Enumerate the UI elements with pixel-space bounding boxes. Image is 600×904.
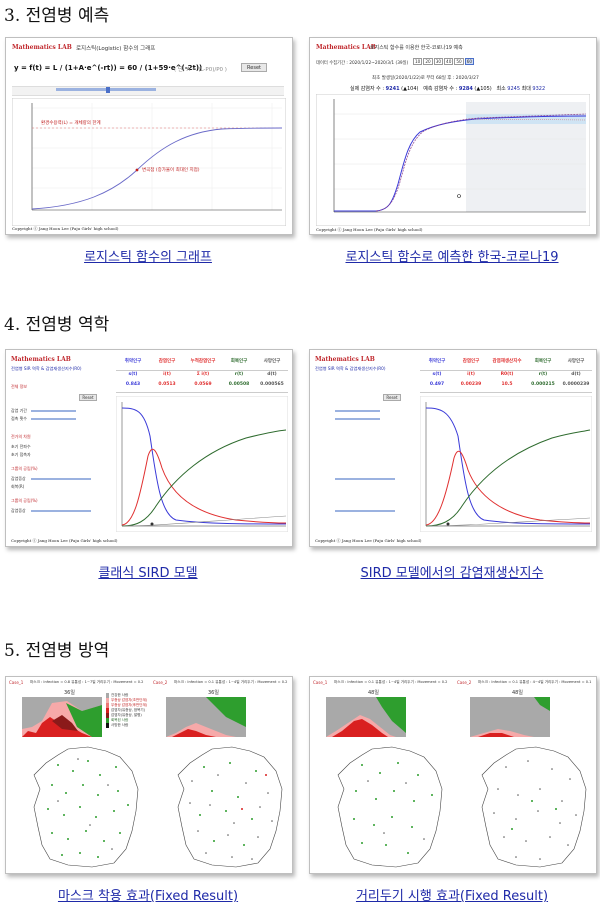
control-panel: Reset <box>313 380 416 530</box>
stats-row: 실제 감염자 수 : 9241 (▲104) 예측 감염자 수 : 9284 (… <box>350 86 546 92</box>
app-logo: Mathematics LAB <box>12 44 72 51</box>
control-panel: 전체 정보 Reset 감염 기간 접촉 횟수 전가의 차원 초기 전파수 초기… <box>9 380 112 530</box>
app-logo: Mathematics LAB <box>316 44 376 51</box>
distancing-card: Case_1 마스크 : Infection = 0.1 유통성 : 1~4일 … <box>309 676 597 874</box>
section-heading-5: 5. 전염병 방역 <box>4 641 110 661</box>
reset-button[interactable]: Reset <box>241 63 267 72</box>
period-label: 데이터 수집기간 : 2020/1/22~2020/3/1 (39일) <box>316 61 409 66</box>
copyright: Copyright ⓒ Jang Hoon Lee (Paju Girls' h… <box>12 226 119 231</box>
symptom-slider[interactable] <box>335 478 395 480</box>
case-params: 마스크 : Infection = 0.1 유통성 : 1~4일 거리두기 : … <box>334 680 448 684</box>
copyright: Copyright ⓒ Jang Hoon Lee (Paju Girls' h… <box>316 227 423 232</box>
range-button-40[interactable]: 40 <box>444 58 454 65</box>
header-row: 취약인구 감염인구 누적감염인구 회복인구 사망인구 <box>116 358 288 371</box>
logistic-card: Mathematics LAB 로지스틱(Logistic) 함수의 그래프 y… <box>5 37 293 235</box>
capacity-label: 환경수용력(L) = 개체량의 한계 <box>41 121 101 126</box>
caption-logistic[interactable]: 로지스틱 함수의 그래프 <box>84 250 212 265</box>
copyright: Copyright ⓒ Jang Hoon Lee (Paju Girls' h… <box>11 538 118 543</box>
range-button-60[interactable]: 60 <box>464 58 475 65</box>
group-slider[interactable] <box>335 510 395 512</box>
day-label: 48일 <box>512 690 523 696</box>
distancing-area-chart-1 <box>326 697 406 737</box>
case-params: 마스크 : Infection = 0.8 유통성 : 1~7일 거리두기 : … <box>30 680 144 684</box>
case-label: Case_2 <box>153 680 168 685</box>
l-slider-handle[interactable] <box>106 87 110 93</box>
actual-value: 9241 <box>385 86 400 92</box>
mask-area-chart-1 <box>22 697 102 737</box>
app-subtitle: 전염병 SIR 역학 & 감염재생산지수(R0) <box>11 366 82 371</box>
symbol-row: s(t) i(t) Σ i(t) r(t) d(t) <box>128 372 277 377</box>
caption-sird-r0[interactable]: SIRD 모델에서의 감염재생산지수 <box>360 566 544 581</box>
distancing-area-chart-2 <box>470 697 550 737</box>
symptom-slider[interactable] <box>31 478 91 480</box>
section-heading-4: 4. 전염병 역학 <box>4 315 110 335</box>
formula-note: ( 단, A = (L-P0)/P0 ) <box>174 67 227 73</box>
predicted-value: 9284 <box>458 86 473 92</box>
range-button-30[interactable]: 30 <box>433 58 444 65</box>
value-row: 0.843 0.0513 0.0569 0.00508 0.000565 <box>116 382 288 393</box>
reset-button[interactable]: Reset <box>383 394 401 401</box>
infection-period-slider[interactable] <box>31 410 76 412</box>
range-buttons: 10 20 30 40 50 60 <box>413 58 475 65</box>
day-label: 48일 <box>368 690 379 696</box>
caption-sird-classic[interactable]: 클래식 SIRD 모델 <box>98 566 198 581</box>
korea-covid-card: Mathematics LAB 로지스틱 함수를 이용한 한국-코로나19 예측… <box>309 37 597 235</box>
value-row: 0.497 0.00239 10.5 0.000215 0.0000239 <box>420 382 592 393</box>
first-case-label: 최초 발생일(2020/1/22)로 부터 68일 후 : 2020/3/27 <box>372 76 479 81</box>
legend-1: 건강한 사람 무증상 감염자(초반단계) 무증상 감염자(후반단계) 감염자(유… <box>106 693 147 728</box>
range-button-20[interactable]: 20 <box>423 58 433 65</box>
sird-classic-plot <box>116 396 288 532</box>
day-label: 36일 <box>208 690 219 696</box>
header-row: 취약인구 감염인구 감염재생산지수 회복인구 사망인구 <box>420 358 592 371</box>
caption-distancing[interactable]: 거리두기 시행 효과(Fixed Result) <box>355 889 549 904</box>
case-params: 마스크 : Infection = 0.1 유통성 : 1~4일 거리두기 : … <box>174 680 288 684</box>
korea-map-2 <box>177 746 283 868</box>
slider-row <box>12 86 284 96</box>
section-heading-3: 3. 전염병 예측 <box>4 6 110 26</box>
copyright: Copyright ⓒ Jang Hoon Lee (Paju Girls' h… <box>315 538 422 543</box>
range-button-10[interactable]: 10 <box>413 58 423 65</box>
korea-map-3 <box>337 746 443 868</box>
mask-card: Case_1 마스크 : Infection = 0.8 유통성 : 1~7일 … <box>5 676 293 874</box>
app-subtitle: 로지스틱 함수를 이용한 한국-코로나19 예측 <box>370 45 463 51</box>
case-label: Case_2 <box>457 680 472 685</box>
mask-area-chart-2 <box>166 697 246 737</box>
sird-classic-card: Mathematics LAB 전염병 SIR 역학 & 감염재생산지수(R0)… <box>5 349 293 547</box>
app-logo: Mathematics LAB <box>11 356 71 363</box>
app-logo: Mathematics LAB <box>315 356 375 363</box>
app-subtitle: 전염병 SIR 역학 & 감염재생산지수(R0) <box>315 366 386 371</box>
symbol-row: s(t) i(t) R0(t) r(t) d(t) <box>432 372 581 377</box>
caption-mask[interactable]: 마스크 착용 효과(Fixed Result) <box>57 889 239 904</box>
contact-slider[interactable] <box>31 418 76 420</box>
app-subtitle: 로지스틱(Logistic) 함수의 그래프 <box>76 46 156 52</box>
infection-period-slider[interactable] <box>335 410 380 412</box>
logistic-formula: y = f(t) = L / (1+A·e^(-rt)) = 60 / (1+5… <box>14 64 203 72</box>
sird-r0-card: Mathematics LAB 전염병 SIR 역학 & 감염재생산지수(R0)… <box>309 349 597 547</box>
case-params: 마스크 : Infection = 0.1 유통성 : 4~4일 거리두기 : … <box>478 680 592 684</box>
day-label: 36일 <box>64 690 75 696</box>
case-label: Case_1 <box>313 680 328 685</box>
range-button-50[interactable]: 50 <box>454 58 464 65</box>
korea-map-1 <box>33 746 139 868</box>
case-label: Case_1 <box>9 680 24 685</box>
contact-slider[interactable] <box>335 418 380 420</box>
covid-plot <box>316 94 590 226</box>
reset-button[interactable]: Reset <box>79 394 97 401</box>
logistic-plot <box>12 98 286 226</box>
sird-r0-plot <box>420 396 592 532</box>
korea-map-4 <box>481 746 587 868</box>
group-slider[interactable] <box>31 510 91 512</box>
inflection-label: 변곡점 (증가율이 최대인 지점) <box>142 168 200 173</box>
caption-korea-covid[interactable]: 로지스틱 함수로 예측한 한국-코로나19 <box>345 250 559 265</box>
